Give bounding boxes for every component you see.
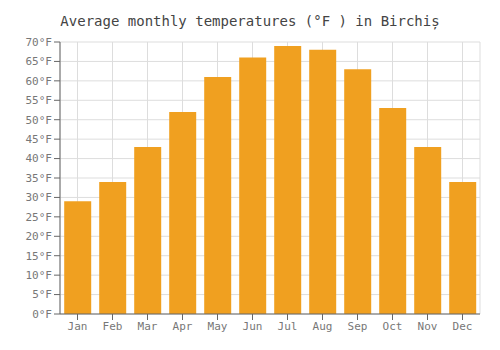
- svg-text:Sep: Sep: [348, 320, 368, 333]
- svg-text:Jun: Jun: [243, 320, 263, 333]
- svg-text:60°F: 60°F: [26, 75, 53, 88]
- svg-text:55°F: 55°F: [26, 94, 53, 107]
- svg-text:50°F: 50°F: [26, 114, 53, 127]
- svg-text:Oct: Oct: [383, 320, 403, 333]
- svg-text:Mar: Mar: [138, 320, 158, 333]
- svg-text:Dec: Dec: [453, 320, 473, 333]
- svg-text:May: May: [208, 320, 228, 333]
- svg-text:15°F: 15°F: [26, 250, 53, 263]
- svg-text:35°F: 35°F: [26, 172, 53, 185]
- svg-text:10°F: 10°F: [26, 269, 53, 282]
- svg-text:Jul: Jul: [278, 320, 298, 333]
- svg-text:5°F: 5°F: [32, 288, 52, 301]
- svg-text:Apr: Apr: [173, 320, 193, 333]
- svg-text:45°F: 45°F: [26, 133, 53, 146]
- svg-text:40°F: 40°F: [26, 152, 53, 165]
- svg-text:Nov: Nov: [418, 320, 438, 333]
- svg-text:25°F: 25°F: [26, 211, 53, 224]
- svg-text:65°F: 65°F: [26, 55, 53, 68]
- svg-text:20°F: 20°F: [26, 230, 53, 243]
- svg-text:70°F: 70°F: [26, 36, 53, 49]
- svg-text:Aug: Aug: [313, 320, 333, 333]
- svg-text:0°F: 0°F: [32, 308, 52, 321]
- svg-text:30°F: 30°F: [26, 191, 53, 204]
- svg-text:Feb: Feb: [103, 320, 123, 333]
- svg-text:Jan: Jan: [68, 320, 88, 333]
- html-text:Average monthly temperatures (: Average monthly temperatures (°F ) in Bi…: [60, 13, 440, 29]
